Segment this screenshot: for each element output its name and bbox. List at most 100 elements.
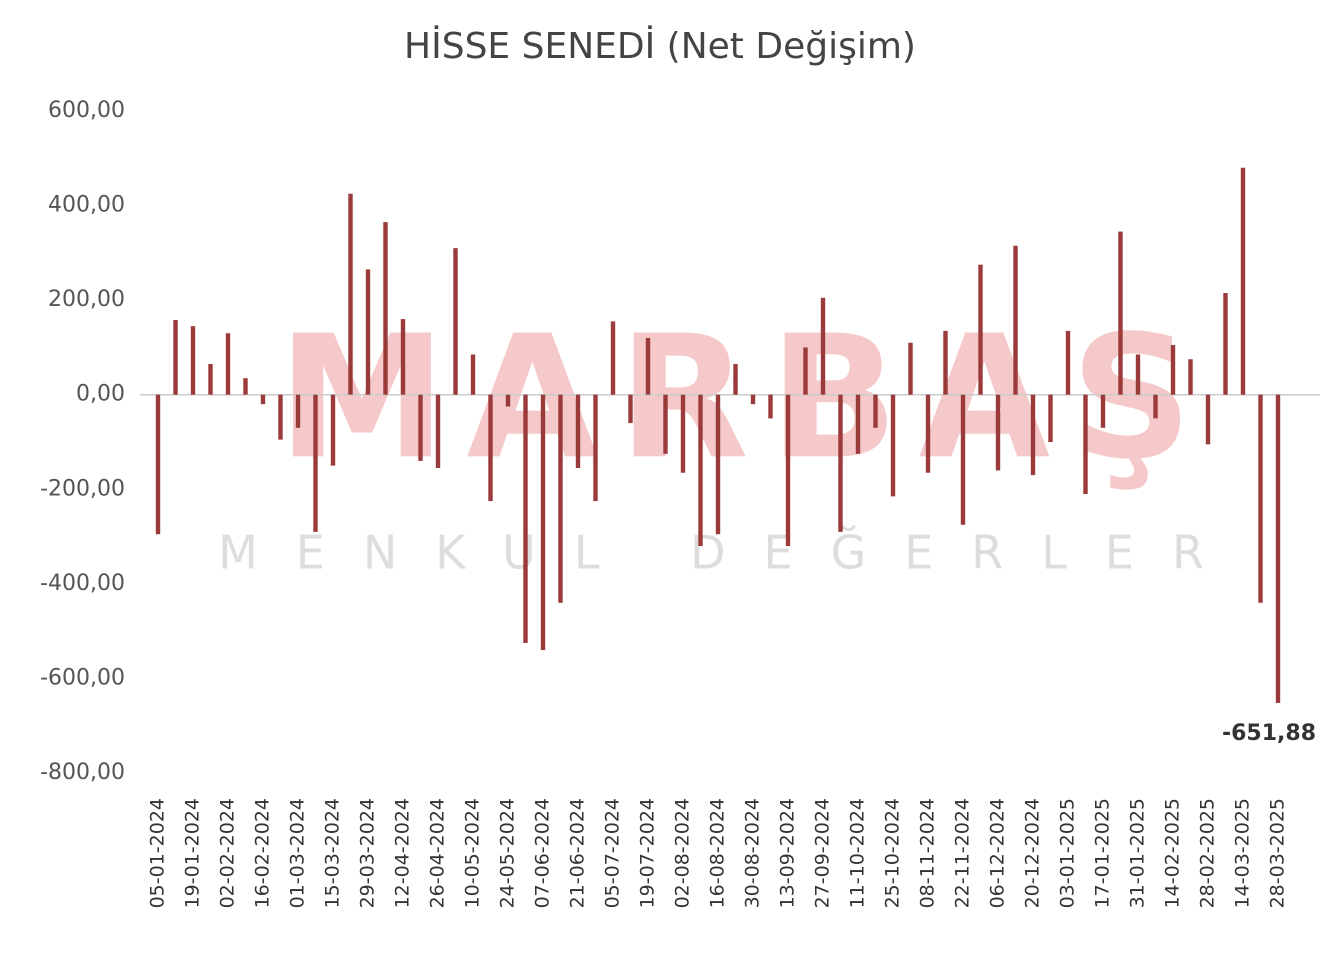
bar <box>418 394 423 461</box>
bar <box>698 394 703 547</box>
x-tick-label: 15-03-2024 <box>322 798 344 908</box>
bar <box>873 394 878 428</box>
x-tick-label: 27-09-2024 <box>812 798 834 908</box>
y-tick-label: -200,00 <box>40 476 125 501</box>
bar <box>400 319 406 395</box>
bar <box>1153 394 1158 419</box>
bar <box>348 193 353 395</box>
watermark: MARBAŞ <box>277 299 1212 497</box>
bar <box>225 333 231 395</box>
x-tick-label: 17-01-2025 <box>1092 798 1114 908</box>
x-tick-label: 11-10-2024 <box>847 798 869 908</box>
bar <box>540 394 546 651</box>
x-tick-label: 13-09-2024 <box>777 798 799 908</box>
x-tick-label: 02-08-2024 <box>672 798 694 908</box>
bar <box>208 363 213 395</box>
x-tick-label: 30-08-2024 <box>742 798 764 908</box>
bar <box>803 347 808 395</box>
bar <box>1170 345 1176 395</box>
bar <box>1205 394 1211 445</box>
chart-title: HİSSE SENEDİ (Net Değişim) <box>404 25 916 67</box>
x-tick-label: 02-02-2024 <box>217 798 239 908</box>
bar <box>155 394 161 535</box>
bar <box>908 342 913 395</box>
bar <box>295 394 301 428</box>
bar <box>173 320 178 395</box>
bar <box>855 394 861 454</box>
bar <box>978 264 983 395</box>
bar <box>715 394 721 535</box>
x-tick-label: 03-01-2025 <box>1057 798 1079 908</box>
bar <box>190 326 196 395</box>
bar <box>488 394 493 502</box>
bar <box>628 394 633 424</box>
bar <box>1223 293 1228 395</box>
bar <box>470 354 476 395</box>
x-tick-label: 26-04-2024 <box>427 798 449 908</box>
x-tick-label: 22-11-2024 <box>952 798 974 908</box>
bar <box>278 394 283 440</box>
x-tick-label: 20-12-2024 <box>1022 798 1044 908</box>
y-tick-label: -800,00 <box>40 760 125 785</box>
x-tick-label: 14-03-2025 <box>1232 798 1254 908</box>
bar <box>1030 394 1036 476</box>
bar <box>313 394 318 532</box>
bar <box>768 394 773 419</box>
bar <box>383 222 388 395</box>
y-tick-label: 200,00 <box>48 287 125 312</box>
bar <box>995 394 1001 471</box>
x-tick-label: 06-12-2024 <box>987 798 1009 908</box>
bar <box>785 394 791 547</box>
bar <box>943 330 948 395</box>
x-tick-label: 10-05-2024 <box>462 798 484 908</box>
y-tick-label: 600,00 <box>48 98 125 123</box>
x-tick-label: 05-07-2024 <box>602 798 624 908</box>
y-tick-label: 400,00 <box>48 193 125 218</box>
x-tick-label: 01-03-2024 <box>287 798 309 908</box>
bar <box>925 394 931 473</box>
y-tick-label: -400,00 <box>40 571 125 596</box>
bar <box>890 394 896 497</box>
bar <box>365 269 371 395</box>
bar <box>1135 354 1141 395</box>
bar <box>260 394 266 405</box>
bar <box>243 378 248 395</box>
x-tick-label: 21-06-2024 <box>567 798 589 908</box>
bar <box>558 394 563 603</box>
bar <box>330 394 336 466</box>
x-tick-label: 28-03-2025 <box>1267 798 1289 908</box>
bar <box>1118 231 1123 395</box>
x-tick-label: 24-05-2024 <box>497 798 519 908</box>
y-tick-label: -600,00 <box>40 665 125 690</box>
bar <box>575 394 581 469</box>
x-tick-label: 16-08-2024 <box>707 798 729 908</box>
x-tick-label: 19-07-2024 <box>637 798 659 908</box>
bar <box>838 394 843 532</box>
x-tick-label: 29-03-2024 <box>357 798 379 908</box>
bar <box>960 394 966 525</box>
bar <box>1275 394 1281 703</box>
bar <box>1013 245 1018 395</box>
x-tick-label: 05-01-2024 <box>147 798 169 908</box>
bar <box>750 394 756 405</box>
bar <box>1240 167 1246 395</box>
bar <box>1083 394 1088 495</box>
bar <box>610 321 616 395</box>
x-tick-label: 08-11-2024 <box>917 798 939 908</box>
bar <box>1048 394 1053 442</box>
bar <box>820 297 826 395</box>
bar <box>1258 394 1263 603</box>
bar <box>645 337 651 395</box>
x-tick-label: 07-06-2024 <box>532 798 554 908</box>
bar <box>1100 394 1106 428</box>
x-tick-label: 14-02-2025 <box>1162 798 1184 908</box>
bar <box>453 248 458 395</box>
bar <box>663 394 668 454</box>
x-tick-label: 31-01-2025 <box>1127 798 1149 908</box>
x-tick-label: 19-01-2024 <box>182 798 204 908</box>
bar <box>593 394 598 502</box>
bar <box>1188 359 1193 395</box>
x-tick-label: 25-10-2024 <box>882 798 904 908</box>
bar <box>505 394 511 407</box>
